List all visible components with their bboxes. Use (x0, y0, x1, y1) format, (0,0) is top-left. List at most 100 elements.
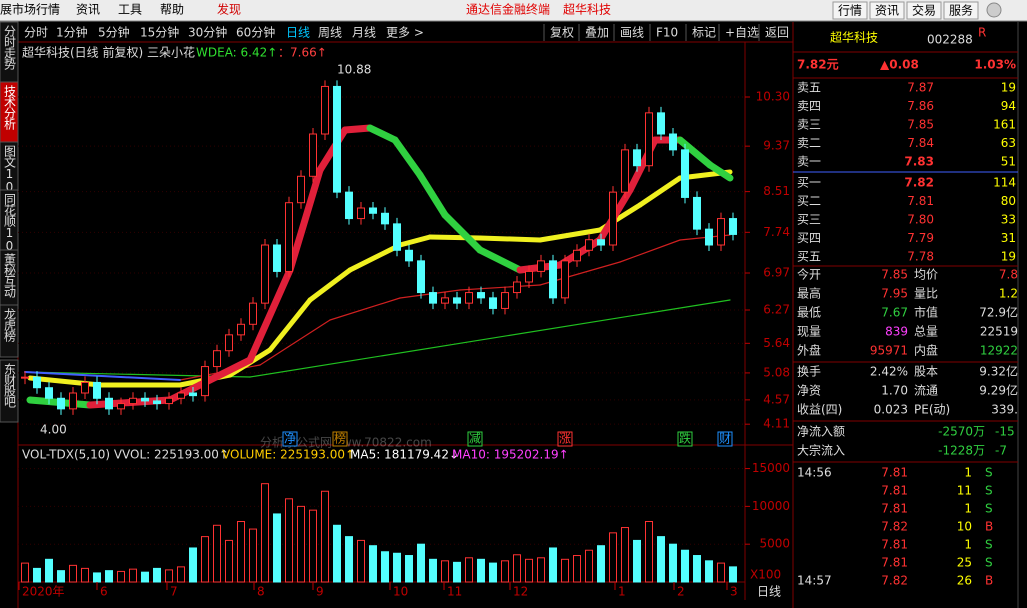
candle (105, 397, 113, 410)
expand-button[interactable] (986, 2, 1002, 18)
tool-button[interactable]: +自选 (725, 26, 759, 40)
side-tab-label[interactable]: 分时走势 (3, 25, 17, 70)
side-tab-label[interactable]: 董秘互动 (3, 253, 17, 298)
stat-label: 流通 (914, 384, 938, 398)
y-tick-label: 5000 (759, 537, 790, 551)
volume-bar (669, 543, 677, 583)
candle (69, 392, 77, 410)
tool-button[interactable]: 返回 (765, 26, 789, 40)
period-tab[interactable]: 分时 (24, 26, 48, 40)
tool-button[interactable]: 复权 (550, 26, 574, 40)
top-button-label[interactable]: 服务 (949, 3, 973, 18)
period-tab[interactable]: 1分钟 (56, 25, 88, 40)
side-tab-label[interactable]: 同花顺10 (3, 193, 17, 252)
x-tick-label: 9 (316, 585, 324, 599)
x-tick-label: 1 (618, 585, 626, 599)
candle (237, 323, 245, 336)
candle (513, 281, 521, 294)
tool-button[interactable]: F10 (656, 26, 678, 40)
candle (333, 85, 341, 193)
period-tab[interactable]: 日线 (286, 26, 310, 40)
candle (489, 297, 497, 309)
tick-volume: 25 (957, 556, 972, 570)
candle (693, 196, 701, 230)
ma-band (397, 234, 433, 248)
book-volume: 114 (993, 176, 1016, 190)
period-tab[interactable]: 月线 (352, 26, 376, 40)
book-label: 卖二 (797, 136, 821, 150)
stock-name: 超华科技 (830, 30, 878, 45)
volume-bar (285, 498, 293, 583)
candle (117, 403, 125, 410)
top-button[interactable] (906, 1, 942, 20)
period-tab[interactable]: 15分钟 (140, 25, 179, 40)
book-volume: 63 (1001, 136, 1016, 150)
period-tab[interactable]: 60分钟 (236, 25, 275, 40)
candle (285, 202, 293, 272)
candle (201, 366, 209, 397)
volume-bar (201, 536, 209, 583)
candle (537, 260, 545, 272)
signal-box (282, 431, 298, 447)
menu-item[interactable]: 工具 (118, 3, 142, 17)
tool-button[interactable]: 画线 (620, 26, 644, 40)
tick-side: S (985, 502, 993, 516)
volume-bar (261, 483, 269, 583)
book-label: 买一 (797, 176, 821, 190)
tool-button[interactable]: 叠加 (585, 26, 609, 40)
side-tab-label[interactable]: 龙虎榜 (3, 308, 17, 343)
period-tab[interactable]: 30分钟 (188, 25, 227, 40)
top-button-label[interactable]: 行情 (838, 4, 862, 18)
ma-band (637, 175, 683, 208)
low-label: 4.00 (40, 423, 67, 437)
volume-bar (561, 558, 569, 583)
top-button-label[interactable]: 交易 (912, 3, 936, 18)
menu-item[interactable]: 帮助 (160, 3, 184, 17)
side-tab-label[interactable]: 图文10 (3, 145, 17, 193)
volume-bar (69, 564, 77, 583)
stat-label: 最高 (797, 286, 821, 301)
side-tab-label[interactable]: 东财股吧 (3, 363, 17, 408)
volume-bar (513, 554, 521, 583)
top-button-label[interactable]: 资讯 (875, 4, 899, 18)
side-tab-label[interactable]: 技术分析 (3, 85, 17, 131)
stat-label: 最低 (797, 306, 821, 320)
menu-item[interactable]: 发现 (217, 2, 241, 17)
header-title: 通达信金融终端 (466, 2, 550, 17)
candle (717, 218, 725, 246)
side-tab[interactable] (0, 359, 19, 423)
side-tab[interactable] (0, 304, 19, 358)
stat-label: 内盘 (914, 343, 938, 358)
ma-band (441, 211, 484, 254)
y-tick-label: 5.64 (763, 336, 790, 350)
period-tab[interactable]: 5分钟 (98, 25, 130, 40)
stat-value: 72.9亿 (979, 305, 1018, 320)
period-tab[interactable]: 更多 > (386, 26, 424, 40)
top-button[interactable] (869, 1, 905, 20)
menu-item[interactable]: 资讯 (76, 3, 100, 17)
volume-bar (33, 567, 41, 583)
x-tick-label: 11 (447, 585, 462, 599)
menu-item[interactable]: 展市场行情 (0, 2, 60, 17)
candle (405, 249, 413, 262)
stock-flag: R (978, 26, 986, 40)
top-button[interactable] (832, 1, 868, 20)
ma-band (416, 171, 449, 219)
stat-value: 9.32亿 (979, 364, 1018, 379)
volume-bar (213, 524, 221, 583)
signal: 涨 (559, 431, 571, 446)
book-volume: 94 (1001, 99, 1016, 113)
tick-price: 7.81 (881, 556, 908, 570)
tool-button[interactable]: 标记 (692, 26, 716, 40)
candle (177, 392, 185, 399)
stat-value: 2.42% (870, 365, 908, 379)
top-button[interactable] (943, 1, 979, 20)
stat-label: 今开 (797, 267, 821, 282)
book-price: 7.83 (904, 155, 934, 169)
candle (705, 228, 713, 246)
stat-label: PE(动) (914, 403, 950, 417)
candle (225, 334, 233, 352)
period-tab[interactable]: 周线 (318, 26, 342, 40)
candle (165, 397, 173, 405)
change: ▲0.08 (880, 58, 919, 72)
